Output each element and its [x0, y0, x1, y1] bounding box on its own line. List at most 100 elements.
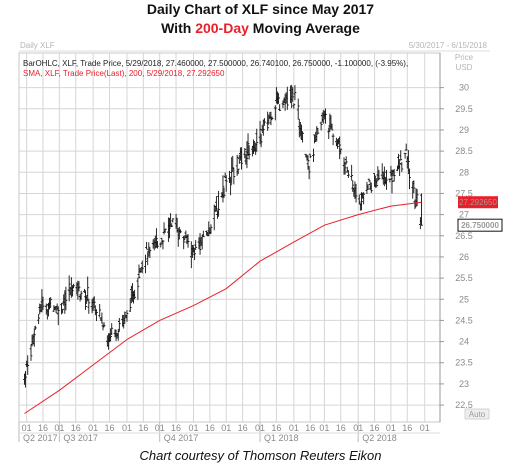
- ohlc-bar: [296, 98, 300, 120]
- ohlc-bar: [306, 155, 310, 170]
- ohlc-bar: [362, 192, 366, 205]
- ohlc-bar: [86, 276, 90, 302]
- ohlc-bar: [110, 323, 114, 336]
- y-tick-label: 23.5: [455, 358, 473, 368]
- ohlc-bar: [29, 344, 33, 361]
- ohlc-bar: [222, 187, 226, 198]
- ohlc-bar: [168, 217, 171, 239]
- ohlc-bar: [420, 193, 423, 226]
- x-tick-label: 01: [386, 423, 396, 433]
- ohlc-bar: [32, 328, 36, 347]
- quarter-label: Q2 2017: [23, 433, 58, 443]
- x-tick-label: 16: [205, 423, 215, 433]
- ohlc-bar: [343, 161, 347, 175]
- ohlc-bar: [285, 86, 289, 110]
- ohlc-bar: [133, 289, 137, 300]
- legend-entry: BarOHLC, XLF, Trade Price, 5/29/2018, 27…: [23, 59, 408, 68]
- ohlc-bar: [201, 230, 205, 238]
- ohlc-bar: [327, 127, 331, 139]
- ohlc-bar: [301, 131, 304, 143]
- chart-caption: Chart courtesy of Thomson Reuters Eikon: [139, 448, 382, 463]
- ohlc-bar: [54, 306, 58, 314]
- ohlc-bar: [367, 178, 371, 182]
- x-tick-label: 16: [171, 423, 181, 433]
- ohlc-bar: [252, 139, 255, 154]
- ohlc-bar: [179, 229, 182, 234]
- ohlc-bar: [338, 136, 342, 160]
- y-tick-label: 29: [459, 125, 469, 135]
- ohlc-bar: [229, 177, 232, 196]
- last-price-tag: [457, 218, 503, 232]
- ohlc-bar: [392, 169, 396, 182]
- ohlc-bar: [128, 298, 132, 313]
- subtitle-highlight: 200-Day: [195, 20, 249, 36]
- x-tick-label: 01: [221, 423, 231, 433]
- panel-title: Daily XLF: [20, 41, 55, 50]
- ohlc-bar: [369, 182, 373, 193]
- ohlc-bar: [26, 355, 30, 375]
- ohlc-bar: [125, 309, 129, 322]
- ohlc-bar: [316, 127, 320, 135]
- ohlc-bar: [366, 184, 370, 190]
- ohlc-bar: [64, 286, 68, 311]
- ohlc-bar: [209, 224, 213, 234]
- ohlc-bar: [291, 86, 295, 102]
- ohlc-bar: [240, 147, 243, 170]
- ohlc-bar: [312, 148, 315, 162]
- y-tick-label: 25.5: [455, 273, 473, 283]
- ohlc-bars: [23, 84, 423, 388]
- ohlc-bar: [71, 285, 74, 297]
- ohlc-bar: [375, 178, 379, 188]
- ohlc-bar: [259, 133, 263, 148]
- ohlc-bar: [24, 370, 27, 388]
- y-header-price: Price: [455, 53, 474, 62]
- ohlc-bar: [404, 143, 408, 151]
- ohlc-bar: [339, 148, 343, 155]
- ohlc-bar: [346, 170, 350, 178]
- ohlc-bar: [224, 175, 228, 192]
- ohlc-bar: [123, 311, 127, 325]
- ohlc-bar: [408, 168, 411, 190]
- x-tick-label: 16: [402, 423, 412, 433]
- ohlc-bar: [261, 119, 265, 136]
- ohlc-bar: [60, 302, 63, 315]
- quarter-label: Q1 2018: [264, 433, 299, 443]
- x-tick-label: 16: [305, 423, 315, 433]
- ohlc-bar: [163, 228, 167, 233]
- ohlc-bar: [350, 164, 354, 181]
- x-tick-label: 01: [22, 423, 32, 433]
- x-tick-label: 16: [271, 423, 281, 433]
- ohlc-bar: [49, 297, 53, 308]
- x-tick-label: 16: [138, 423, 148, 433]
- ohlc-bar: [194, 240, 198, 251]
- ohlc-bar: [161, 240, 165, 250]
- ohlc-bar: [198, 232, 202, 255]
- auto-scale-box: [464, 408, 490, 420]
- ohlc-bar: [95, 309, 98, 321]
- x-tick-label: 16: [238, 423, 248, 433]
- ohlc-bar: [357, 194, 361, 205]
- ohlc-bar: [186, 234, 190, 248]
- ohlc-bar: [117, 317, 121, 331]
- ohlc-bar: [237, 154, 241, 164]
- quarter-label: Q2 2018: [362, 433, 397, 443]
- ohlc-bar: [308, 153, 312, 159]
- ohlc-bar: [98, 303, 102, 317]
- ohlc-bar: [221, 175, 225, 203]
- x-tick-label: 01: [122, 423, 132, 433]
- ohlc-bar: [399, 150, 403, 161]
- ohlc-bar: [403, 152, 407, 159]
- ohlc-bar: [281, 100, 285, 109]
- ohlc-bar: [146, 252, 150, 266]
- y-tick-label: 24: [459, 337, 469, 347]
- ohlc-bar: [182, 235, 186, 250]
- y-tick-label: 28.5: [455, 146, 473, 156]
- ohlc-bar: [217, 190, 220, 217]
- ohlc-bar: [156, 240, 159, 249]
- subtitle-suffix: Moving Average: [248, 20, 360, 36]
- ohlc-bar: [398, 159, 402, 177]
- ohlc-bar: [319, 121, 323, 131]
- sma-line-group: [24, 201, 422, 414]
- ohlc-bar: [331, 133, 335, 146]
